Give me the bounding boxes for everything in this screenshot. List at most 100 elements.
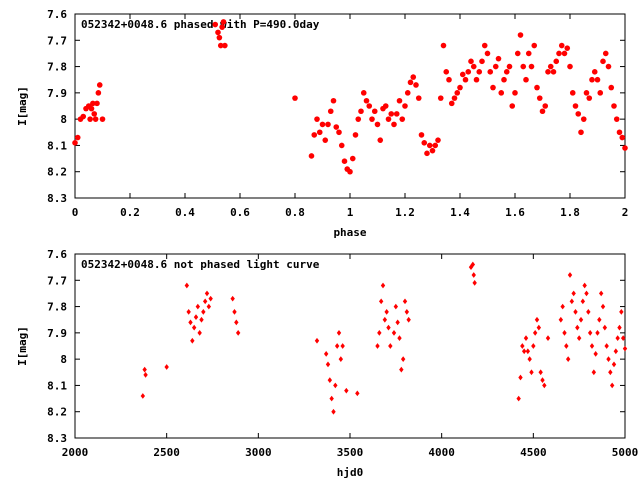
data-point xyxy=(366,103,373,109)
data-point xyxy=(598,290,604,297)
data-point xyxy=(396,97,403,104)
y-tick-label: 7.9 xyxy=(47,87,67,100)
x-tick-label: 0.4 xyxy=(175,206,195,219)
data-point xyxy=(470,63,477,70)
data-point xyxy=(378,298,384,305)
data-point xyxy=(429,147,436,154)
data-point xyxy=(369,116,375,122)
data-point xyxy=(506,63,513,70)
y-tick-label: 7.8 xyxy=(47,301,67,314)
data-point xyxy=(448,100,455,107)
y-tick-label: 8.3 xyxy=(47,192,67,205)
data-point xyxy=(528,63,535,70)
data-points xyxy=(72,19,628,175)
x-axis-label: phase xyxy=(333,226,366,239)
data-point xyxy=(462,76,469,83)
data-point xyxy=(314,337,320,344)
data-point xyxy=(329,395,334,402)
x-tick-label: 4000 xyxy=(428,446,455,459)
data-point xyxy=(393,303,399,310)
data-point xyxy=(619,134,626,141)
data-point xyxy=(322,137,329,143)
data-point xyxy=(509,103,516,109)
data-point xyxy=(545,335,551,341)
data-point xyxy=(454,90,461,96)
x-tick-label: 1 xyxy=(347,206,354,219)
data-point xyxy=(292,95,298,101)
data-point xyxy=(569,90,576,96)
data-point xyxy=(498,90,505,96)
data-point xyxy=(388,111,395,117)
x-tick-label: 1.4 xyxy=(450,206,470,219)
data-point xyxy=(140,393,146,399)
data-point xyxy=(532,329,538,336)
data-point xyxy=(222,42,228,49)
data-point xyxy=(597,316,602,323)
data-point xyxy=(410,74,417,80)
data-point xyxy=(80,113,87,120)
data-point xyxy=(349,155,356,162)
data-point xyxy=(597,90,604,96)
data-point xyxy=(382,103,389,109)
x-tick-label: 0 xyxy=(72,206,79,219)
data-point xyxy=(340,343,345,349)
data-point xyxy=(380,282,386,289)
data-point xyxy=(542,382,547,389)
data-point xyxy=(617,324,622,331)
data-point xyxy=(399,116,406,122)
data-point xyxy=(578,316,584,323)
data-point xyxy=(571,290,576,297)
data-point xyxy=(525,348,531,355)
data-point xyxy=(216,34,223,41)
data-point xyxy=(542,103,549,109)
data-point xyxy=(595,329,600,336)
data-point xyxy=(575,324,580,331)
data-point xyxy=(336,329,342,336)
data-point xyxy=(538,369,543,376)
data-point xyxy=(569,298,575,305)
data-point xyxy=(536,324,542,331)
data-point xyxy=(360,90,367,96)
data-point xyxy=(334,343,340,349)
data-point xyxy=(582,282,587,289)
data-point xyxy=(553,58,560,65)
data-point xyxy=(407,79,414,86)
data-point xyxy=(556,50,562,57)
x-tick-label: 1.2 xyxy=(395,206,415,219)
data-point xyxy=(87,116,93,122)
data-point xyxy=(503,69,510,75)
y-tick-label: 7.8 xyxy=(47,61,67,74)
data-point xyxy=(215,29,221,36)
data-point xyxy=(564,343,569,349)
data-point xyxy=(352,132,359,138)
data-point xyxy=(572,103,579,109)
data-point xyxy=(440,42,447,49)
data-point xyxy=(195,303,201,310)
data-point xyxy=(468,58,474,65)
data-point xyxy=(399,366,404,373)
data-point xyxy=(388,343,393,349)
data-point xyxy=(377,137,384,143)
y-tick-label: 8.3 xyxy=(47,432,67,445)
data-point xyxy=(397,335,402,341)
data-point xyxy=(341,158,348,164)
data-point xyxy=(545,69,551,75)
data-point xyxy=(583,90,590,96)
data-point xyxy=(446,76,452,83)
data-point xyxy=(90,100,96,107)
data-point xyxy=(400,356,406,363)
data-point xyxy=(186,308,191,315)
data-point xyxy=(525,50,532,57)
data-point xyxy=(558,42,565,49)
data-point xyxy=(471,272,476,278)
data-point xyxy=(143,372,148,378)
data-point xyxy=(443,69,450,75)
phased-panel: 052342+0048.6 phased with P=490.0day pha… xyxy=(16,8,628,239)
data-point xyxy=(593,351,598,357)
data-point xyxy=(385,116,392,122)
y-axis-ticks: 7.6 7.7 7.8 7.9 8 8.1 8.2 8.3 xyxy=(47,248,625,445)
data-point xyxy=(586,308,591,315)
data-point xyxy=(327,377,333,384)
data-point xyxy=(184,282,190,289)
data-point xyxy=(415,95,422,101)
